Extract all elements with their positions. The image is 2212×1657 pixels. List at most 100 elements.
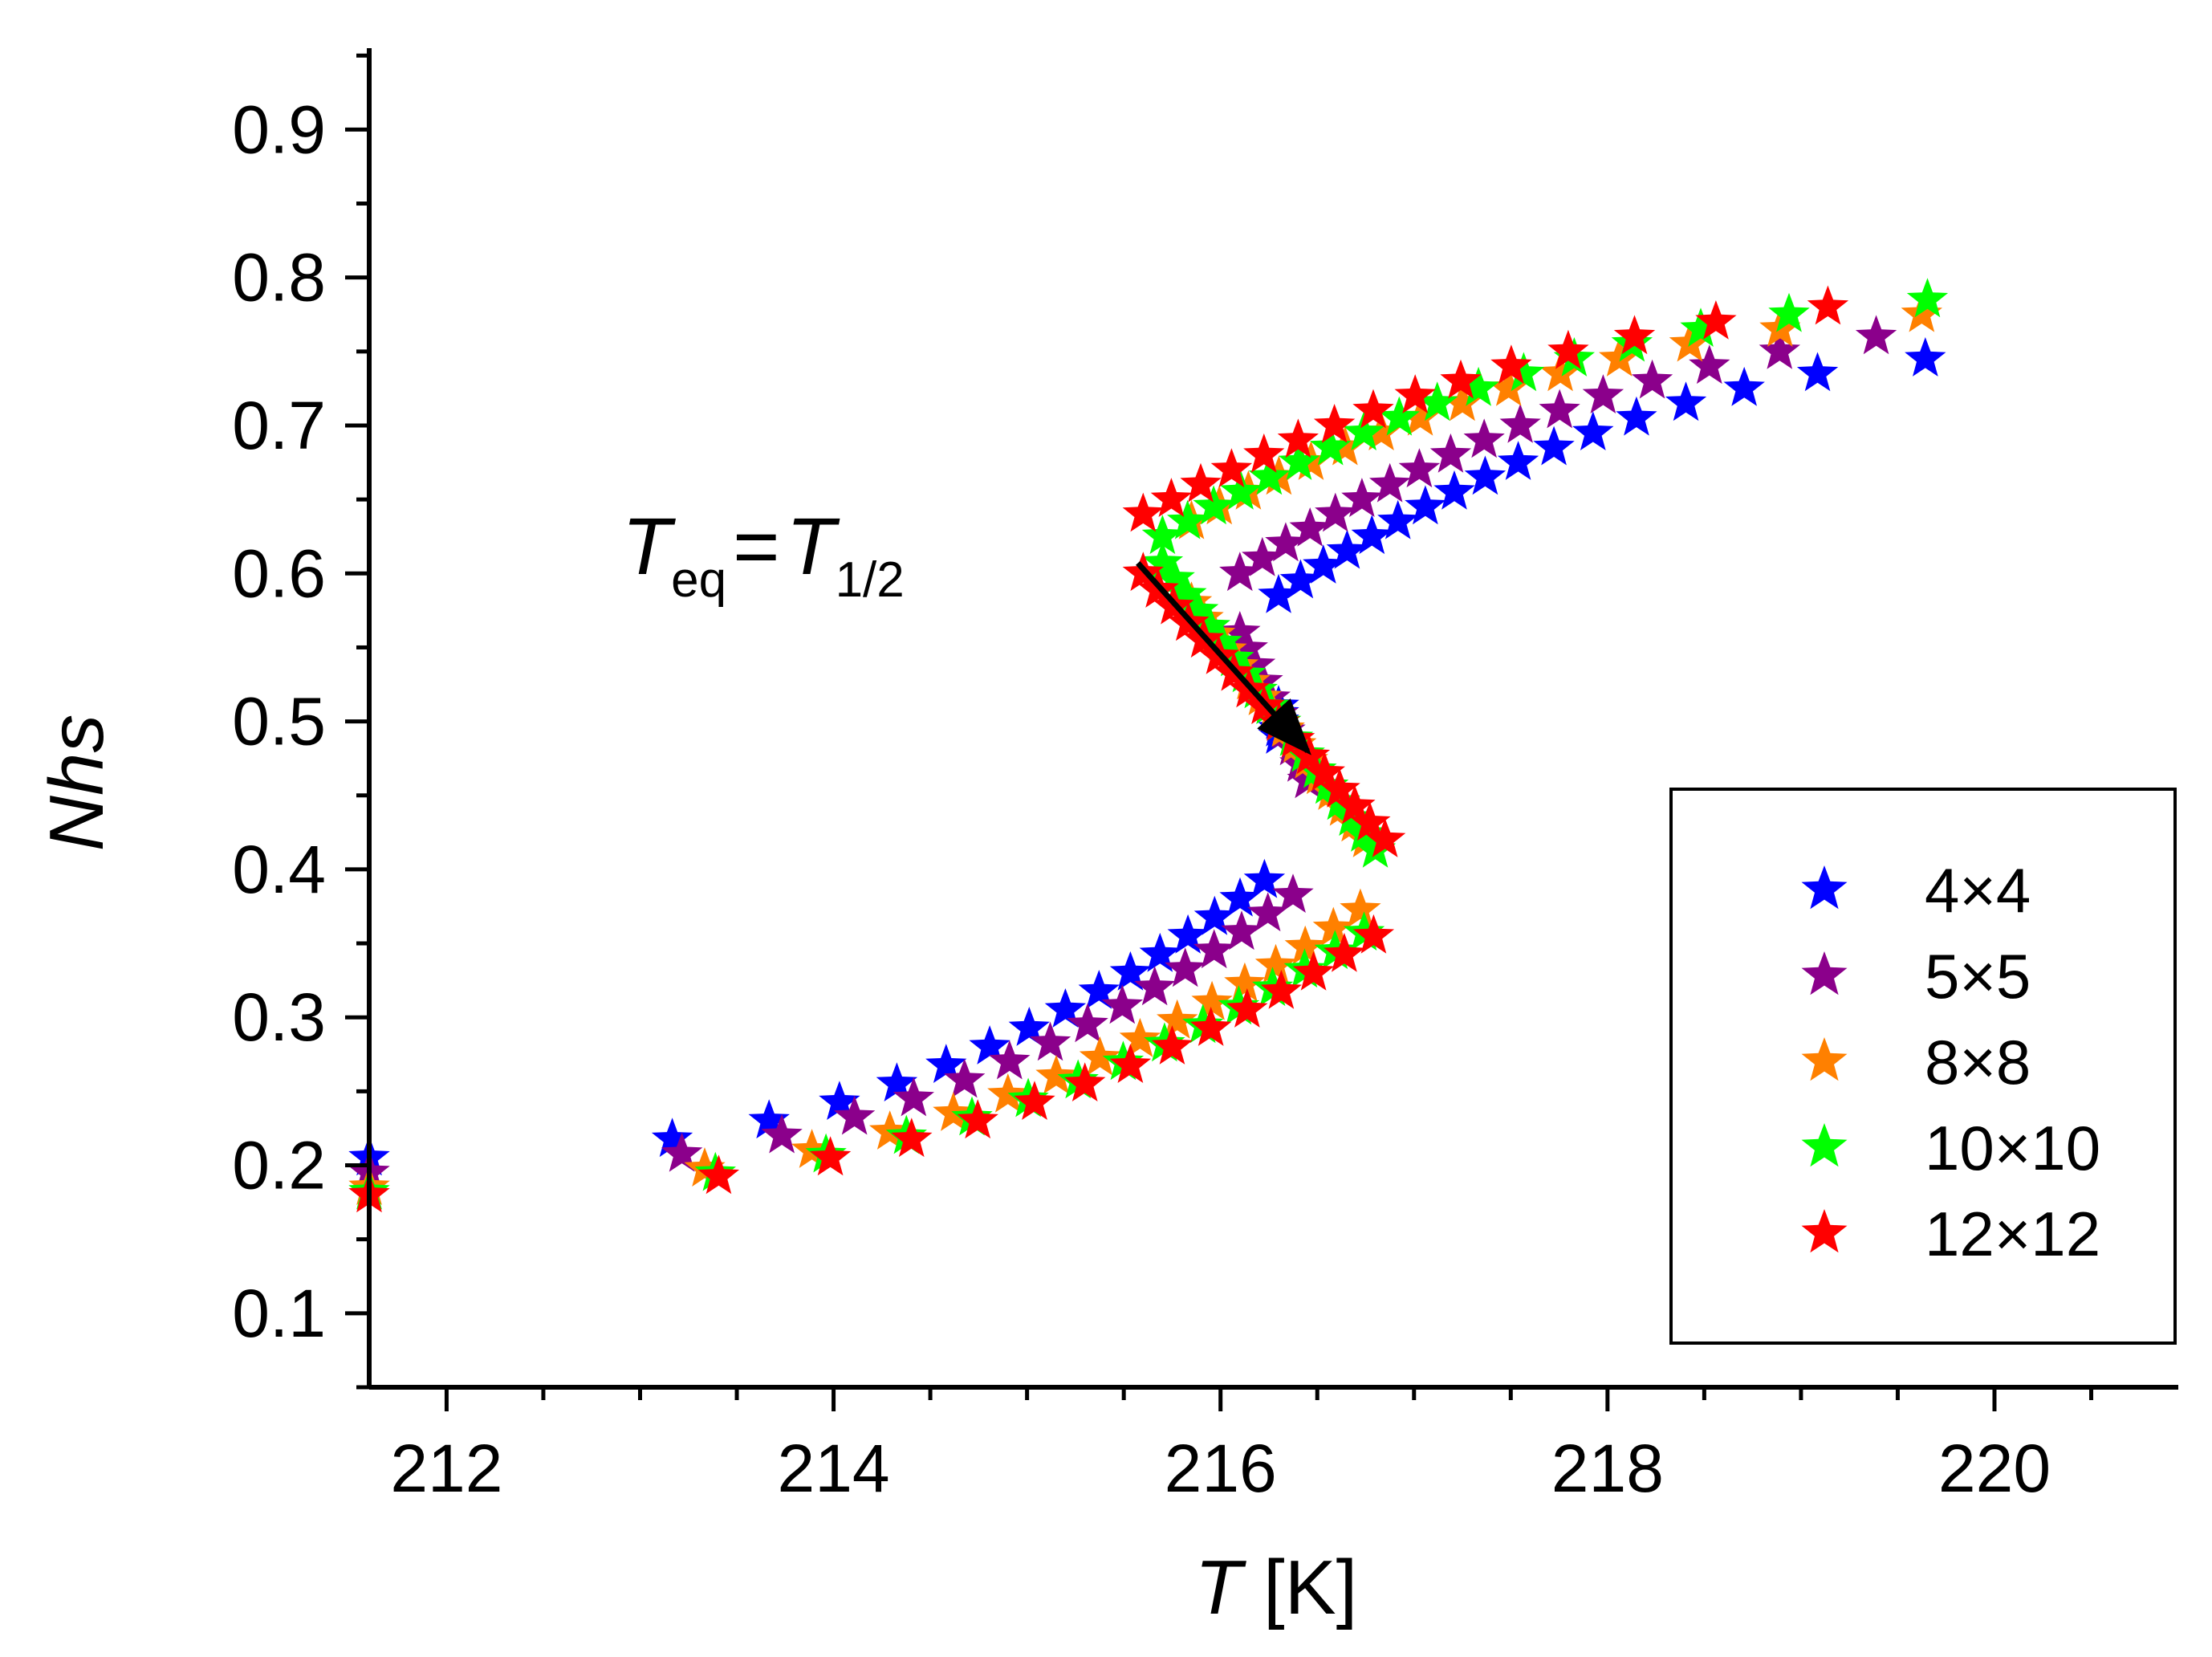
data-point-upper	[1906, 278, 1949, 318]
data-point-upper	[1807, 285, 1849, 325]
data-point-upper	[1768, 292, 1810, 332]
data-point-upper	[1547, 329, 1589, 369]
legend-label: 5×5	[1925, 941, 2031, 1012]
data-point-upper	[1193, 485, 1234, 525]
data-point-upper	[1616, 396, 1657, 436]
data-point-upper	[1631, 359, 1673, 399]
legend-items: 4×4 5×5 8×8 10×10 12×12	[1801, 855, 2100, 1269]
data-point-middle	[1319, 767, 1360, 808]
y-tick-label: 0.2	[232, 1128, 326, 1203]
data-point-lower	[819, 1081, 860, 1120]
y-tick-label: 0.1	[232, 1276, 326, 1351]
data-point-middle	[1153, 557, 1195, 597]
data-point-lower	[1312, 906, 1354, 947]
legend-marker	[1801, 1123, 1848, 1167]
data-point-upper	[1377, 499, 1419, 539]
data-point-lower	[1014, 1081, 1055, 1120]
data-point-upper	[1855, 315, 1897, 355]
data-point-upper	[1497, 441, 1539, 480]
data-point-lower	[697, 1154, 740, 1195]
data-point-lower	[1151, 1025, 1193, 1065]
data-point-upper	[1723, 366, 1765, 406]
data-point-lower	[1190, 1007, 1232, 1046]
data-point-upper	[1490, 344, 1532, 385]
annotation-t-half-symbol: T	[786, 502, 840, 592]
x-tick-label: 216	[1165, 1431, 1277, 1506]
data-point-lower	[1272, 873, 1314, 913]
data-point-upper	[1313, 404, 1356, 443]
data-point-upper	[1463, 418, 1505, 458]
x-tick-label: 220	[1938, 1431, 2051, 1506]
data-point-upper	[1279, 559, 1322, 599]
data-point-upper	[1405, 485, 1446, 525]
data-point-middle	[1303, 751, 1345, 791]
data-point-lower	[1284, 925, 1326, 965]
data-point-upper	[1258, 573, 1299, 613]
y-tick-label: 0.9	[232, 92, 326, 167]
data-point-lower	[1191, 980, 1233, 1020]
data-point-upper	[1220, 470, 1262, 510]
data-point-upper	[1310, 425, 1352, 466]
data-point-upper	[1289, 507, 1331, 547]
data-point-upper	[1343, 411, 1385, 450]
data-point-lower	[1044, 988, 1087, 1028]
data-point-lower	[661, 1132, 703, 1172]
annotation-eq-subscript: eq	[671, 552, 726, 608]
data-point-lower	[1078, 970, 1120, 1009]
data-point-lower	[1219, 877, 1261, 917]
data-point-upper	[1378, 396, 1420, 436]
data-point-upper	[1905, 337, 1946, 377]
annotation-equals: =	[733, 502, 779, 592]
x-axis-ticks: 212 214 216 218 220	[390, 1387, 2094, 1506]
data-point-upper	[1464, 455, 1507, 495]
y-tick-label: 0.7	[232, 388, 326, 463]
legend-marker	[1801, 865, 1848, 910]
data-point-upper	[1242, 536, 1283, 576]
data-point-lower	[1067, 1003, 1108, 1043]
data-point-middle	[1177, 589, 1219, 629]
data-point-upper	[1398, 448, 1441, 488]
data-point-upper	[1502, 352, 1545, 392]
data-point-lower	[1292, 951, 1335, 991]
data-point-upper	[1599, 337, 1641, 377]
data-point-lower	[1340, 888, 1381, 928]
data-point-lower	[876, 1062, 918, 1101]
data-point-upper	[1150, 478, 1193, 517]
data-point-upper	[1796, 352, 1839, 392]
data-point-middle	[1141, 541, 1184, 581]
x-tick-label: 214	[777, 1431, 889, 1506]
data-point-lower	[989, 1040, 1031, 1080]
data-point-lower	[651, 1118, 693, 1158]
data-point-lower	[891, 1118, 933, 1158]
data-point-middle	[1165, 573, 1207, 613]
data-point-upper	[1352, 389, 1394, 429]
data-point-lower	[1109, 1044, 1152, 1083]
x-axis-title-unit: [K]	[1242, 1545, 1357, 1631]
data-point-lower	[1254, 943, 1297, 983]
data-point-upper	[1680, 307, 1722, 347]
y-tick-label: 0.3	[232, 979, 326, 1055]
data-point-lower	[1008, 1007, 1050, 1046]
data-point-lower	[925, 1044, 967, 1083]
legend-box	[1669, 788, 2177, 1345]
data-point-upper	[1417, 381, 1458, 421]
annotation-teq-t-half: Teq=T1/2	[622, 502, 1311, 755]
data-point-upper	[1695, 300, 1737, 340]
data-point-lower	[1226, 988, 1268, 1028]
data-point-upper	[1315, 492, 1356, 532]
data-point-lower	[1029, 1021, 1071, 1061]
data-point-lower	[1165, 947, 1206, 987]
data-point-upper	[1167, 499, 1209, 539]
data-point-lower	[1193, 929, 1235, 969]
data-point-middle	[1201, 621, 1242, 661]
legend: 4×4 5×5 8×8 10×10 12×12	[1669, 788, 2177, 1345]
data-point-upper	[1759, 329, 1800, 369]
data-point-lower	[1243, 858, 1286, 898]
data-point-lower	[944, 1058, 986, 1098]
annotation-t-eq-symbol: T	[622, 502, 676, 592]
data-point-upper	[1665, 381, 1707, 421]
data-point-lower	[1079, 1036, 1121, 1076]
data-point-lower	[969, 1025, 1010, 1065]
data-point-lower	[1157, 999, 1198, 1039]
data-point-lower	[1260, 970, 1302, 1009]
